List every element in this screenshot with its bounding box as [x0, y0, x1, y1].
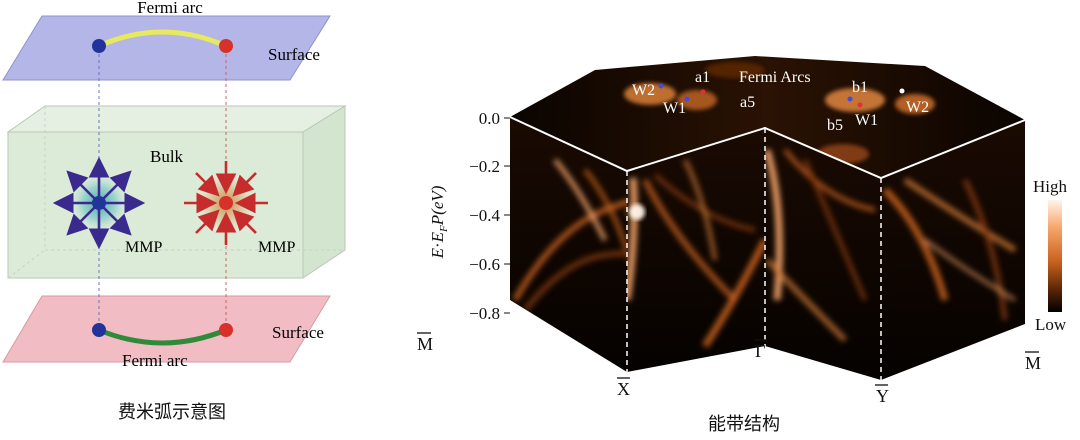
bulk-box-top [6, 105, 347, 133]
tick-2: −0.4 [469, 206, 500, 225]
energy-axis: 0.0 −0.2 −0.4 −0.6 −0.8 E·EFP(eV) [428, 109, 510, 323]
label-b5: b5 [827, 117, 843, 134]
bulk-box-side [302, 105, 346, 279]
fermi-arc-schematic-svg: Fermi arc Surface Bulk MMP MMP Surface F… [2, 0, 347, 370]
bottom-fermi-arc [96, 327, 229, 346]
label-fermi-arcs: Fermi Arcs [739, 69, 811, 86]
fermi-arc-schematic: Fermi arc Surface Bulk MMP MMP Surface F… [0, 0, 360, 435]
mmp-left-label: MMP [125, 239, 162, 256]
bottom-red-node [219, 323, 233, 337]
bottom-arc-label: Fermi arc [122, 351, 188, 370]
colorbar-low-label: Low [1035, 315, 1067, 334]
bottom-surface-label: Surface [272, 323, 324, 342]
k-label-gamma: Γ [755, 341, 765, 361]
tick-4: −0.8 [469, 304, 500, 323]
weyl-point-a1 [700, 89, 706, 95]
k-label-y: Y [876, 386, 889, 406]
weyl-point-w2-right [899, 88, 905, 94]
label-w1-left: W1 [663, 100, 686, 117]
k-label-x: X [617, 379, 630, 399]
label-w1-right: W1 [855, 112, 878, 129]
tick-3: −0.6 [469, 255, 500, 274]
weyl-point-w1-right [857, 102, 863, 108]
tick-0: 0.0 [479, 109, 500, 128]
mmp-right-label: MMP [258, 239, 295, 256]
top-fermi-arc [96, 29, 229, 49]
source-node-icon [52, 156, 146, 250]
bottom-blue-node [92, 323, 106, 337]
weyl-point-w2-left [658, 83, 664, 89]
tick-1: −0.2 [469, 157, 500, 176]
label-a1: a1 [695, 69, 710, 86]
colorbar-high-label: High [1033, 177, 1068, 196]
bottom-surface-plane [2, 295, 331, 363]
band-structure-svg: W2 W1 a1 a5 Fermi Arcs b1 b5 W1 W2 0.0 −… [417, 56, 1068, 406]
bulk-label: Bulk [150, 147, 184, 166]
label-w2-right: W2 [906, 99, 929, 116]
label-w2-left: W2 [632, 82, 655, 99]
label-b1: b1 [852, 79, 868, 96]
k-label-m-left: M [417, 334, 433, 354]
weyl-point-b1 [847, 96, 853, 102]
band-structure-figure: W2 W1 a1 a5 Fermi Arcs b1 b5 W1 W2 0.0 −… [405, 0, 1080, 435]
sink-node-icon [184, 161, 268, 245]
top-arc-label: Fermi arc [137, 0, 203, 17]
label-a5: a5 [740, 94, 755, 111]
energy-axis-label: E·EFP(eV) [428, 185, 450, 259]
left-caption: 费米弧示意图 [118, 402, 226, 423]
top-red-node [219, 39, 233, 53]
top-surface-label: Surface [268, 45, 320, 64]
right-caption: 能带结构 [708, 414, 780, 435]
k-labels: M X Γ Y M [417, 332, 1041, 406]
intensity-colorbar [1048, 200, 1062, 312]
weyl-point-w1-left [684, 96, 690, 102]
top-surface-plane [2, 15, 331, 81]
k-label-m-right: M [1025, 353, 1041, 373]
top-blue-node [92, 39, 106, 53]
